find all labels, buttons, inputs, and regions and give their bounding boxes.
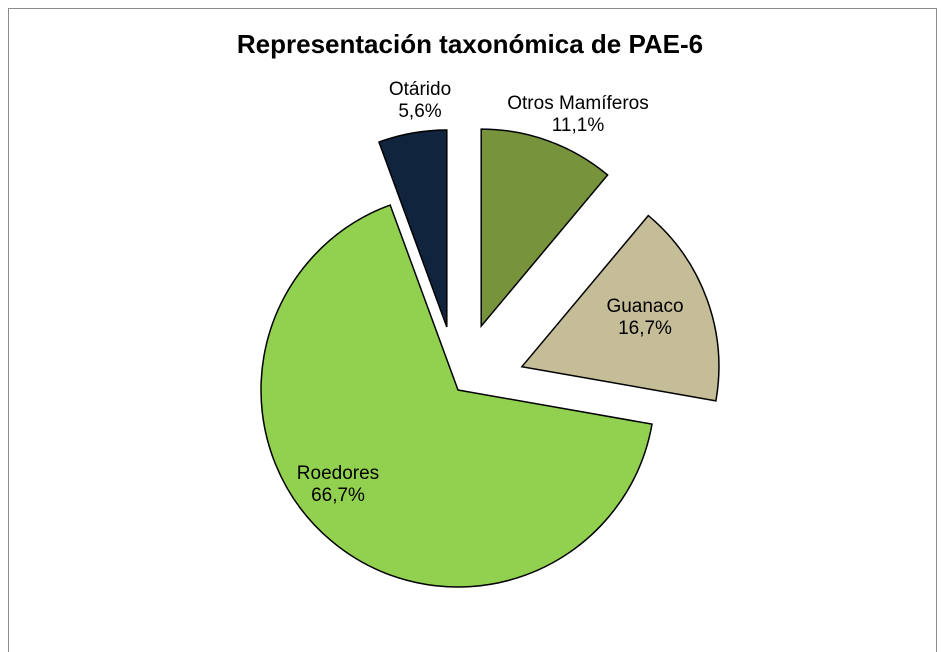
pie-slice [378,129,448,328]
slice-label: Roedores [297,463,379,484]
pie-slice [480,128,609,329]
slice-value-label: 66,7% [311,485,365,506]
pie-slice [520,214,720,402]
slice-value-label: 5,6% [398,101,441,122]
slice-label: Otárido [389,79,451,100]
slice-value-label: 11,1% [552,115,605,136]
slice-value-label: 16,7% [618,318,672,339]
slice-label: Otros Mamíferos [507,93,648,114]
chart-title: Representación taxonómica de PAE-6 [237,29,703,59]
slice-label: Guanaco [606,296,683,317]
pie-slice [260,204,653,588]
